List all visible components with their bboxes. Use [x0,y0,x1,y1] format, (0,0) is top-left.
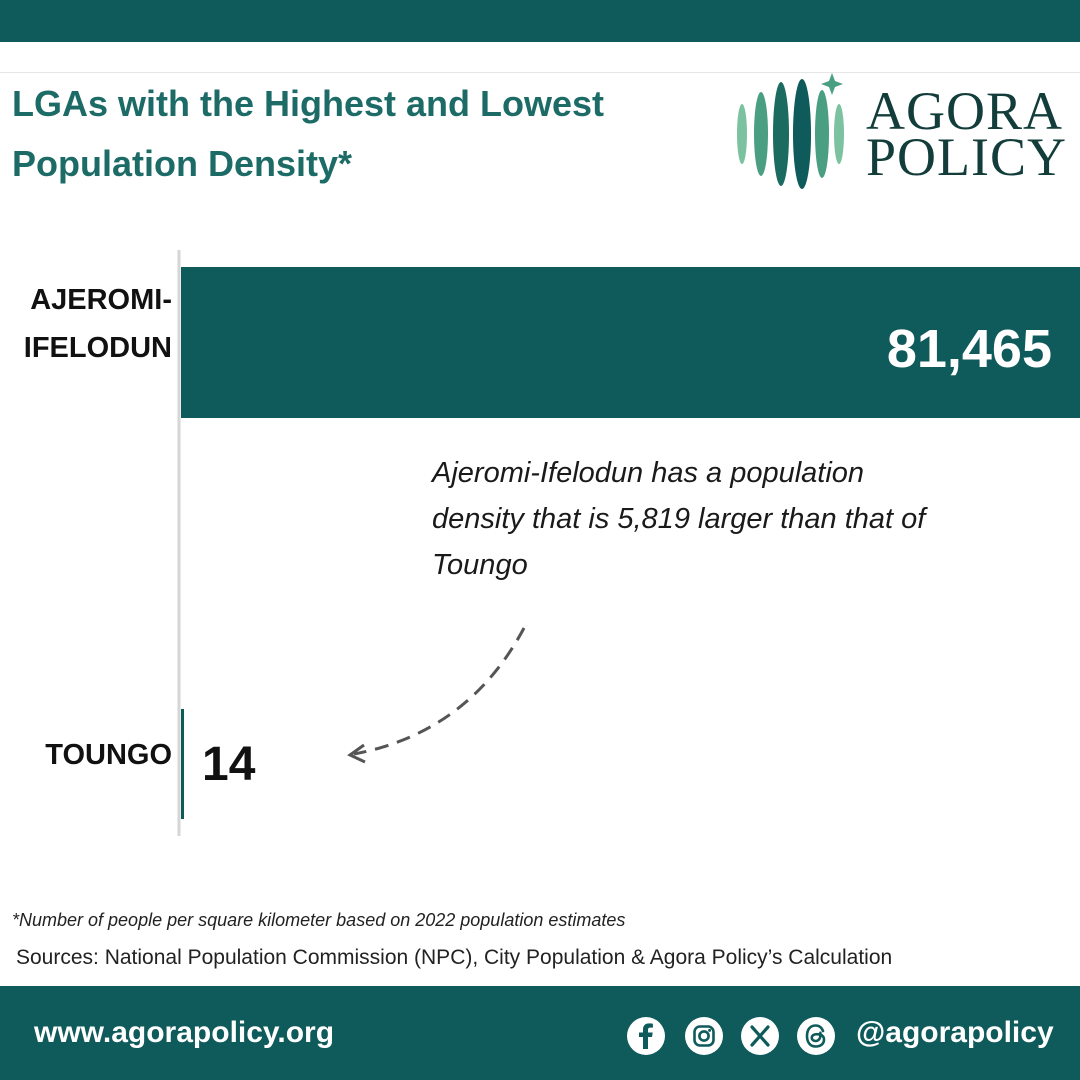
category-label-line: AJEROMI- [30,284,172,316]
annotation-line-1: Ajeromi-Ifelodun has a population [432,457,865,489]
title-line-1: LGAs with the Highest and Lowest [12,83,605,124]
sources-note: Sources: National Population Commission … [16,946,893,969]
website-link[interactable]: www.agorapolicy.org [34,1016,335,1049]
logo-text: AGORA POLICY [866,81,1068,187]
threads-icon[interactable] [796,1016,836,1056]
footnote: *Number of people per square kilometer b… [12,910,626,930]
annotation-arrow [353,627,526,756]
data-label-toungo: 14 [202,738,256,791]
data-label-ajeromi-ifelodun: 81,465 [886,319,1052,379]
footer-band: www.agorapolicy.org @agorapolicy [0,986,1080,1080]
bar-chart: AJEROMI- IFELODUN TOUNGO 81,465 14 Ajero… [0,240,1080,850]
bar-ajeromi-ifelodun [181,267,1080,418]
annotation-line-3: Toungo [432,549,528,581]
category-label-line: TOUNGO [45,739,172,771]
chart-annotation: Ajeromi-Ifelodun has a population densit… [432,450,992,588]
x-icon[interactable] [740,1016,780,1056]
annotation-arrowhead [347,743,366,764]
facebook-icon[interactable] [626,1016,666,1056]
bar-chart-svg [177,250,1080,836]
title-line-2: Population Density* [12,143,353,184]
bar-toungo [181,709,184,819]
logo-text-line-1: AGORA [866,81,1064,141]
top-band [0,0,1080,42]
agora-policy-logo: AGORA POLICY [732,70,1080,194]
logo-text-line-2: POLICY [866,127,1068,187]
category-label-toungo: TOUNGO [0,731,172,779]
agora-bars-logo-icon [737,73,844,189]
category-label-line: IFELODUN [23,332,172,364]
annotation-line-2: density that is 5,819 larger than that o… [432,503,926,535]
category-label-ajeromi-ifelodun: AJEROMI- IFELODUN [0,276,172,372]
header-divider [0,72,1080,73]
social-handle[interactable]: @agorapolicy [856,1016,1054,1049]
chart-title: LGAs with the Highest and Lowest Populat… [12,74,712,194]
instagram-icon[interactable] [684,1016,724,1056]
